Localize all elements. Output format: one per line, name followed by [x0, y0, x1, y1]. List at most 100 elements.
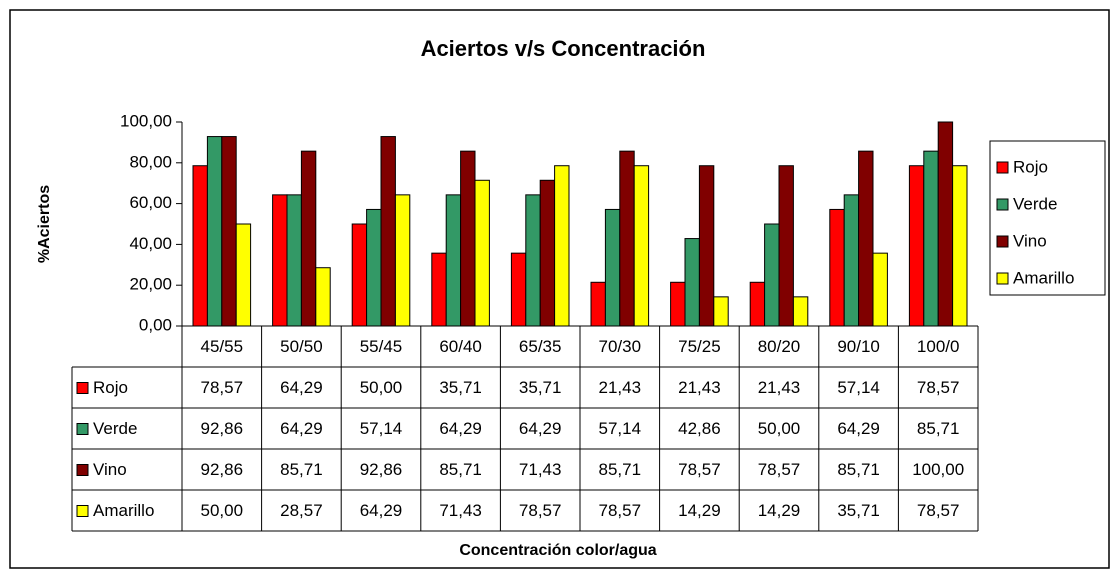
data-label: 64,29	[280, 419, 323, 438]
x-axis-title: Concentración color/agua	[459, 542, 656, 559]
bar	[286, 194, 302, 327]
x-tick-label: 45/55	[201, 337, 244, 356]
chart-title: Aciertos v/s Concentración	[421, 36, 706, 61]
data-label: 92,86	[201, 419, 244, 438]
data-label: 78,57	[678, 460, 721, 479]
bar	[394, 194, 411, 327]
bar	[698, 165, 715, 327]
bar	[858, 150, 874, 327]
table-series-name: Vino	[93, 460, 127, 479]
bar	[510, 252, 527, 327]
bar	[366, 208, 382, 327]
bar	[684, 238, 700, 327]
data-label: 71,43	[439, 501, 482, 520]
data-label: 35,71	[519, 378, 562, 397]
y-tick-label: 20,00	[129, 275, 172, 294]
x-tick-label: 75/25	[678, 337, 721, 356]
bar	[670, 281, 686, 327]
y-tick-label: 0,00	[139, 315, 172, 334]
bar	[315, 267, 331, 327]
data-label: 35,71	[837, 501, 880, 520]
data-label: 78,57	[599, 501, 642, 520]
data-label: 100,00	[912, 460, 964, 479]
x-tick-label: 70/30	[599, 337, 642, 356]
table-legend-key	[76, 505, 89, 517]
bar	[604, 208, 621, 327]
bar	[539, 179, 556, 327]
legend-box	[989, 140, 1106, 296]
y-tick-label: 40,00	[129, 234, 172, 253]
y-tick-label: 80,00	[129, 152, 172, 171]
data-label: 92,86	[201, 460, 244, 479]
data-label: 35,71	[439, 378, 482, 397]
bar	[619, 150, 635, 327]
data-label: 78,57	[917, 501, 960, 520]
legend-label: Rojo	[1013, 157, 1048, 176]
table-legend-key	[76, 382, 89, 394]
bar	[764, 223, 780, 327]
data-label: 92,86	[360, 460, 403, 479]
data-label: 64,29	[519, 419, 562, 438]
data-label: 42,86	[678, 419, 721, 438]
legend-label: Vino	[1013, 231, 1047, 250]
y-axis-title: %Aciertos	[36, 185, 53, 263]
data-label: 57,14	[599, 419, 642, 438]
data-label: 14,29	[678, 501, 721, 520]
data-label: 21,43	[678, 378, 721, 397]
bar	[460, 150, 476, 327]
bar	[952, 165, 968, 327]
x-tick-label: 90/10	[837, 337, 880, 356]
data-label: 57,14	[837, 378, 880, 397]
x-tick-label: 55/45	[360, 337, 403, 356]
bar	[749, 281, 766, 327]
table-series-name: Amarillo	[93, 501, 154, 520]
bar	[474, 179, 490, 327]
data-label: 28,57	[280, 501, 323, 520]
x-tick-label: 50/50	[280, 337, 323, 356]
table-legend-key	[76, 423, 89, 435]
bar	[923, 150, 939, 327]
data-label: 71,43	[519, 460, 562, 479]
legend-key	[996, 235, 1009, 248]
data-label: 50,00	[758, 419, 801, 438]
bar	[554, 165, 570, 327]
bar	[713, 296, 729, 327]
bar	[192, 165, 208, 327]
legend-key	[996, 198, 1009, 211]
bar	[235, 223, 252, 327]
data-label: 50,00	[360, 378, 403, 397]
bar	[633, 165, 650, 327]
data-label: 57,14	[360, 419, 403, 438]
data-label: 85,71	[599, 460, 642, 479]
data-label: 21,43	[599, 378, 642, 397]
bar	[221, 136, 237, 327]
bar	[380, 136, 396, 327]
bar	[300, 150, 317, 327]
data-label: 78,57	[917, 378, 960, 397]
data-label: 78,57	[201, 378, 244, 397]
bar	[431, 252, 447, 327]
bar	[590, 281, 606, 327]
legend-key	[996, 161, 1009, 174]
bar	[843, 194, 860, 327]
bar	[778, 165, 794, 327]
x-tick-label: 80/20	[758, 337, 801, 356]
bar	[829, 208, 845, 327]
data-label: 64,29	[837, 419, 880, 438]
bar	[872, 252, 888, 327]
table-legend-key	[76, 464, 89, 476]
bar	[351, 223, 368, 327]
data-label: 85,71	[439, 460, 482, 479]
bar	[445, 194, 462, 327]
table-series-name: Rojo	[93, 378, 128, 397]
data-label: 78,57	[519, 501, 562, 520]
x-tick-label: 65/35	[519, 337, 562, 356]
bar	[792, 296, 809, 327]
bar	[908, 165, 925, 327]
bar	[937, 121, 954, 327]
x-tick-label: 100/0	[917, 337, 960, 356]
data-label: 50,00	[201, 501, 244, 520]
legend-label: Amarillo	[1013, 268, 1074, 287]
